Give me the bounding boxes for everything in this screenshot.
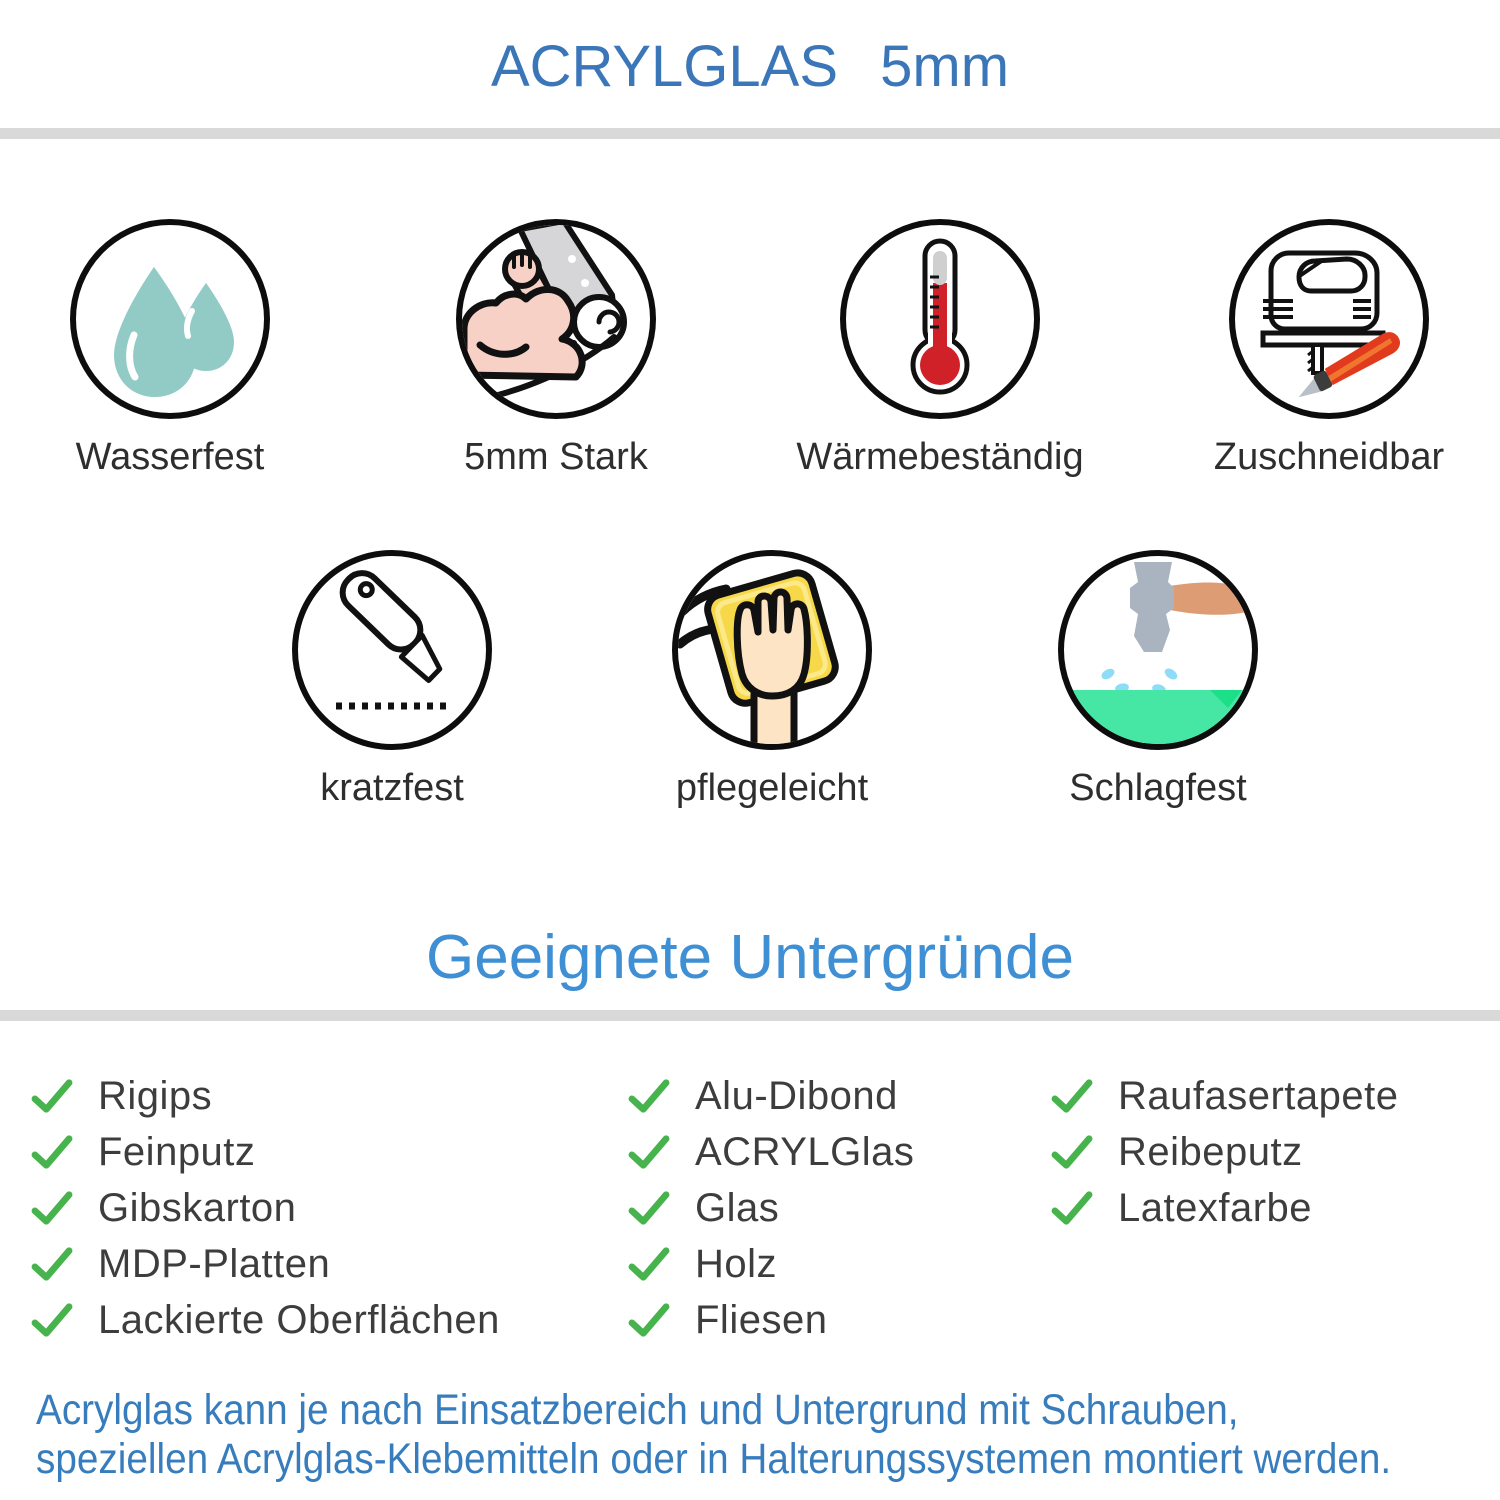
list-item: Feinputz bbox=[30, 1124, 500, 1180]
surface-label: Holz bbox=[695, 1241, 778, 1286]
surfaces-column-3: Raufasertapete Reibeputz Latexfarbe bbox=[1050, 1068, 1399, 1236]
surface-label: Fliesen bbox=[695, 1297, 828, 1342]
feature-icon-circle bbox=[840, 219, 1040, 419]
list-item: Alu-Dibond bbox=[627, 1068, 914, 1124]
page-title: ACRYLGLAS 5mm bbox=[490, 34, 1010, 99]
surface-label: Alu-Dibond bbox=[695, 1073, 898, 1118]
check-icon bbox=[31, 1303, 73, 1337]
surfaces-column-1: Rigips Feinputz Gibskarton MDP-Platten L… bbox=[30, 1068, 500, 1348]
feature-label: 5mm Stark bbox=[464, 436, 648, 478]
feature-label: Zuschneidbar bbox=[1213, 436, 1445, 478]
list-item: MDP-Platten bbox=[30, 1236, 500, 1292]
feature-label: kratzfest bbox=[320, 767, 464, 809]
check-icon bbox=[31, 1135, 73, 1169]
surface-label: ACRYLGlas bbox=[695, 1129, 915, 1174]
feature-label: Wärmebeständig bbox=[796, 436, 1084, 478]
surface-label: Gibskarton bbox=[98, 1185, 297, 1230]
surface-label: Reibeputz bbox=[1118, 1129, 1303, 1174]
check-icon bbox=[628, 1191, 670, 1225]
feature-label: Wasserfest bbox=[75, 436, 265, 478]
mounting-note-line1: Acrylglas kann je nach Einsatzbereich un… bbox=[36, 1386, 1239, 1434]
check-icon bbox=[31, 1079, 73, 1113]
feature-icon-circle bbox=[672, 550, 872, 750]
feature-icon-circle bbox=[1058, 550, 1258, 750]
water-drops-icon bbox=[114, 267, 234, 397]
surface-label: Latexfarbe bbox=[1118, 1185, 1313, 1230]
muscle-arm-icon bbox=[462, 225, 627, 400]
utility-knife-icon bbox=[336, 570, 448, 710]
divider-bottom bbox=[0, 1010, 1500, 1021]
mounting-note: Acrylglas kann je nach Einsatzbereich un… bbox=[36, 1386, 1391, 1484]
list-item: Gibskarton bbox=[30, 1180, 500, 1236]
check-icon bbox=[1051, 1135, 1093, 1169]
check-icon bbox=[628, 1079, 670, 1113]
thermometer-icon bbox=[910, 238, 970, 395]
hammer-icon bbox=[1064, 562, 1252, 744]
check-icon bbox=[1051, 1079, 1093, 1113]
cleaning-hand-icon bbox=[678, 569, 839, 744]
feature-icon-circle bbox=[292, 550, 492, 750]
feature-schlagfest: Schlagfest bbox=[978, 550, 1338, 808]
check-icon bbox=[628, 1303, 670, 1337]
check-icon bbox=[1051, 1191, 1093, 1225]
feature-icon-circle bbox=[70, 219, 270, 419]
surface-label: Rigips bbox=[98, 1073, 213, 1118]
surfaces-heading: Geeignete Untergründe bbox=[425, 923, 1074, 992]
feature-waermebestaendig: Wärmebeständig bbox=[760, 219, 1120, 477]
feature-icon-circle bbox=[1229, 219, 1429, 419]
feature-label: pflegeleicht bbox=[675, 767, 869, 809]
surface-label: MDP-Platten bbox=[98, 1241, 331, 1286]
feature-zuschneidbar: Zuschneidbar bbox=[1149, 219, 1500, 477]
list-item: Latexfarbe bbox=[1050, 1180, 1399, 1236]
mounting-note-line2: speziellen Acrylglas-Klebemitteln oder i… bbox=[36, 1435, 1392, 1483]
check-icon bbox=[31, 1247, 73, 1281]
list-item: Glas bbox=[627, 1180, 914, 1236]
surfaces-column-2: Alu-Dibond ACRYLGlas Glas Holz Fliesen bbox=[627, 1068, 914, 1348]
list-item: Lackierte Oberflächen bbox=[30, 1292, 500, 1348]
feature-5mm-stark: 5mm Stark bbox=[376, 219, 736, 477]
surface-label: Glas bbox=[695, 1185, 780, 1230]
check-icon bbox=[31, 1191, 73, 1225]
list-item: Raufasertapete bbox=[1050, 1068, 1399, 1124]
list-item: Reibeputz bbox=[1050, 1124, 1399, 1180]
feature-icon-circle bbox=[456, 219, 656, 419]
list-item: Fliesen bbox=[627, 1292, 914, 1348]
feature-kratzfest: kratzfest bbox=[212, 550, 572, 808]
jigsaw-cutter-icon bbox=[1260, 250, 1401, 398]
surface-label: Lackierte Oberflächen bbox=[98, 1297, 500, 1342]
check-icon bbox=[628, 1135, 670, 1169]
surface-label: Raufasertapete bbox=[1118, 1073, 1399, 1118]
feature-pflegeleicht: pflegeleicht bbox=[592, 550, 952, 808]
check-icon bbox=[628, 1247, 670, 1281]
list-item: ACRYLGlas bbox=[627, 1124, 914, 1180]
list-item: Rigips bbox=[30, 1068, 500, 1124]
surface-label: Feinputz bbox=[98, 1129, 256, 1174]
divider-top bbox=[0, 128, 1500, 139]
feature-label: Schlagfest bbox=[1069, 767, 1247, 809]
feature-wasserfest: Wasserfest bbox=[0, 219, 350, 477]
list-item: Holz bbox=[627, 1236, 914, 1292]
